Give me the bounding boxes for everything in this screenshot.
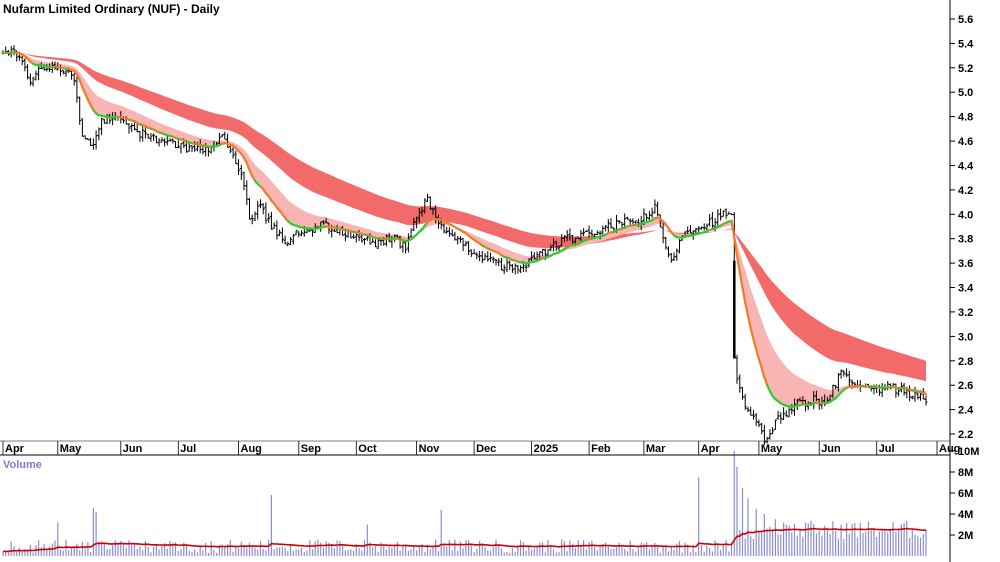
- long-term-ribbon: [3, 52, 926, 382]
- x-axis-label: Oct: [358, 443, 377, 455]
- x-axis-label: May: [761, 443, 783, 455]
- x-axis-label: Dec: [476, 443, 496, 455]
- price-y-tick-label: 5.4: [958, 38, 974, 50]
- x-axis-label: Sep: [301, 443, 321, 455]
- price-y-tick-label: 3.8: [958, 234, 973, 246]
- price-y-tick-label: 4.8: [958, 112, 973, 124]
- price-y-tick-label: 2.6: [958, 380, 973, 392]
- price-y-tick-label: 3.2: [958, 307, 973, 319]
- short-ma-segment: [755, 348, 761, 361]
- price-y-tick-label: 4.4: [958, 161, 974, 173]
- price-y-tick-label: 3.4: [958, 283, 974, 295]
- short-ma-segment: [730, 219, 736, 239]
- x-axis-label: 2025: [534, 443, 558, 455]
- price-y-tick-label: 5.2: [958, 63, 973, 75]
- short-ma-segment: [744, 301, 750, 317]
- volume-ma-line: [3, 527, 926, 553]
- price-y-tick-label: 3.6: [958, 258, 973, 270]
- short-ma-segment: [733, 236, 739, 257]
- x-axis-label: Aug: [939, 443, 960, 455]
- moving-average-ribbons: [3, 52, 926, 407]
- short-ma-segment: [741, 286, 747, 304]
- volume-y-tick-label: 8M: [958, 467, 973, 479]
- short-ma-segment: [749, 327, 755, 341]
- short-term-ma-line: [1, 51, 928, 408]
- short-ma-segment: [248, 168, 254, 178]
- volume-y-tick-label: 10M: [958, 446, 979, 458]
- short-ma-segment: [763, 376, 769, 387]
- price-y-tick-label: 4.0: [958, 209, 973, 221]
- short-ma-segment: [81, 86, 87, 95]
- short-ma-segment: [752, 338, 758, 351]
- price-y-tick-label: 5.0: [958, 87, 973, 99]
- price-y-tick-label: 4.2: [958, 185, 973, 197]
- price-y-axis: 5.6 5.4 5.2 5.0 4.8 4.6 4.4 4.2 4.0 3.8 3.6 3.4 3.2 3…: [950, 14, 974, 441]
- x-axis-label: Jun: [123, 443, 143, 455]
- short-ma-segment: [757, 357, 763, 370]
- short-ma-segment: [922, 391, 928, 396]
- price-y-tick-label: 2.2: [958, 429, 973, 441]
- x-axis-label: Aug: [241, 443, 262, 455]
- short-ma-segment: [78, 79, 84, 89]
- x-axis-label: Feb: [591, 443, 611, 455]
- x-axis-label: May: [60, 443, 82, 455]
- x-axis-label: Nov: [419, 443, 441, 455]
- price-y-tick-label: 5.6: [958, 14, 973, 26]
- x-axis-label: Mar: [646, 443, 666, 455]
- price-y-tick-label: 2.4: [958, 405, 974, 417]
- x-axis-label: Jul: [180, 443, 196, 455]
- volume-panel-title: Volume: [3, 459, 42, 471]
- chart-title: Nufarm Limited Ordinary (NUF) - Daily: [3, 2, 220, 16]
- date-x-axis: Apr May Jun Jul Aug Sep Oct Nov Dec 2025 Feb Mar Apr…: [2, 441, 960, 455]
- short-ma-segment: [765, 383, 772, 393]
- x-axis-label: Jul: [879, 443, 895, 455]
- short-ma-segment: [760, 367, 766, 379]
- short-ma-segment: [245, 161, 251, 172]
- volume-y-tick-label: 6M: [958, 488, 973, 500]
- short-ma-segment: [738, 270, 744, 289]
- price-y-tick-label: 2.8: [958, 356, 973, 368]
- short-ma-segment: [746, 314, 752, 330]
- x-axis-label: Jun: [821, 443, 841, 455]
- short-ma-segment: [735, 254, 741, 274]
- x-axis-label: Apr: [701, 443, 721, 455]
- volume-y-tick-label: 4M: [958, 509, 973, 521]
- price-y-tick-label: 3.0: [958, 331, 973, 343]
- x-axis-label: Apr: [5, 443, 25, 455]
- price-y-tick-label: 4.6: [958, 136, 973, 148]
- volume-y-tick-label: 2M: [958, 530, 973, 542]
- volume-y-axis: 10M 8M 6M 4M 2M: [950, 446, 979, 542]
- volume-ma-path: [3, 527, 926, 553]
